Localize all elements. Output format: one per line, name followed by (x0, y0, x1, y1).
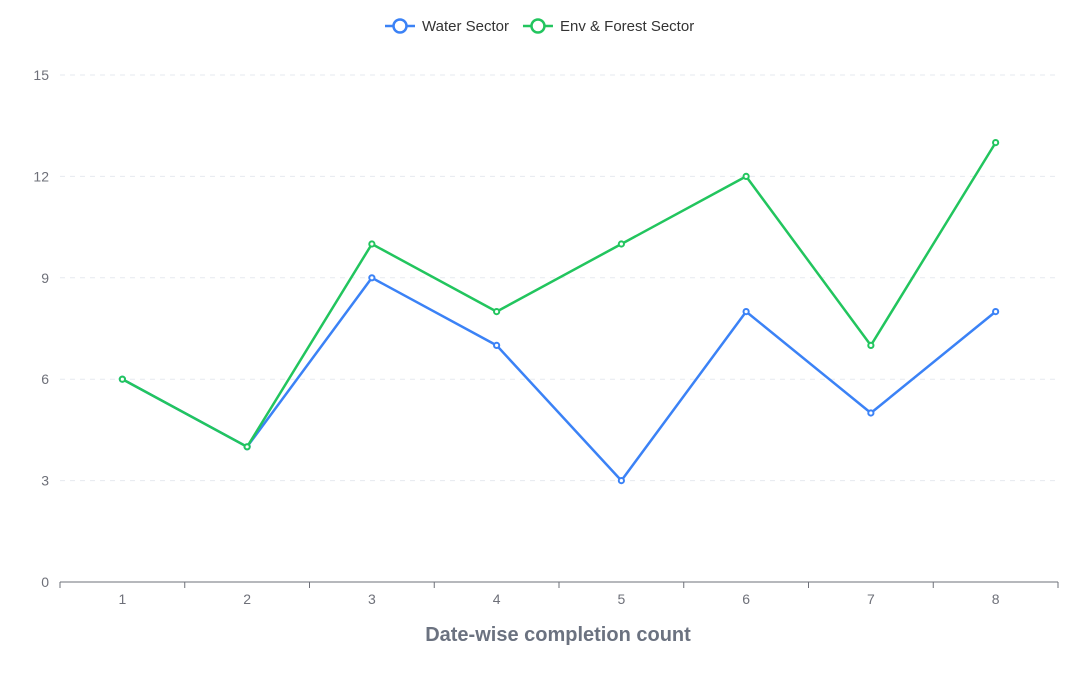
x-tick-label: 5 (617, 591, 625, 607)
legend-circle-icon (530, 18, 546, 34)
series-line[interactable] (121, 276, 997, 482)
legend-item[interactable]: Water Sector (385, 18, 509, 35)
x-tick-label: 3 (368, 591, 376, 607)
y-tick-label: 0 (41, 574, 49, 590)
data-point[interactable] (742, 308, 750, 316)
y-tick-label: 9 (41, 270, 49, 286)
data-point[interactable] (493, 341, 501, 349)
y-tick-label: 12 (33, 168, 49, 184)
legend-label: Water Sector (422, 18, 509, 35)
legend-circle-icon (392, 18, 408, 34)
data-point[interactable] (617, 477, 625, 485)
data-point[interactable] (742, 172, 750, 180)
grid-layer (60, 74, 1058, 482)
legend[interactable]: Water Sector Env & Forest Sector (385, 18, 694, 35)
data-point[interactable] (992, 139, 1000, 147)
x-tick-label: 4 (493, 591, 501, 607)
series-1 (118, 139, 1000, 451)
data-point[interactable] (368, 240, 376, 248)
data-point[interactable] (368, 274, 376, 282)
x-axis-title: Date-wise completion count (425, 624, 691, 646)
data-point[interactable] (118, 375, 126, 383)
data-point[interactable] (493, 308, 501, 316)
x-tick-label: 6 (742, 591, 750, 607)
data-point[interactable] (867, 341, 875, 349)
legend-item[interactable]: Env & Forest Sector (522, 18, 694, 35)
x-tick-label: 7 (867, 591, 875, 607)
data-point[interactable] (992, 308, 1000, 316)
x-tick-label: 8 (992, 591, 1000, 607)
series-layer (118, 139, 1000, 485)
x-tick-label: 2 (243, 591, 251, 607)
y-tick-label: 15 (33, 67, 49, 83)
series-line[interactable] (121, 141, 997, 449)
y-tick-label: 3 (41, 473, 49, 489)
y-tick-label: 6 (41, 371, 49, 387)
data-point[interactable] (617, 240, 625, 248)
x-tick-label: 1 (118, 591, 126, 607)
data-point[interactable] (243, 443, 251, 451)
data-point[interactable] (867, 409, 875, 417)
legend-label: Env & Forest Sector (560, 18, 694, 35)
